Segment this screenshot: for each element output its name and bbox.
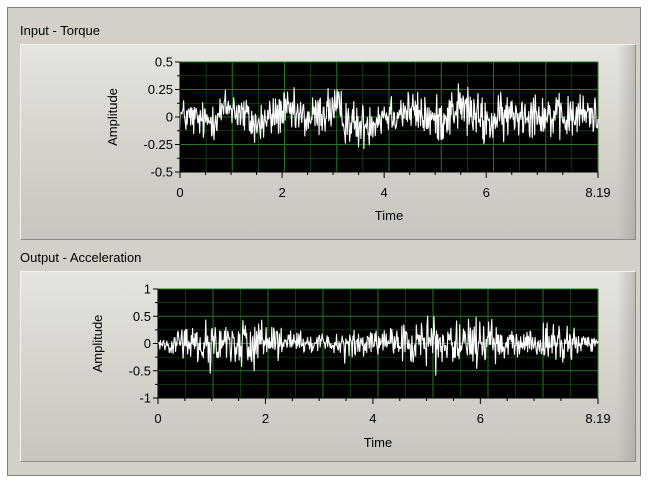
y-tick-label: 0 bbox=[144, 336, 151, 351]
y-axis-title: Amplitude bbox=[105, 88, 120, 146]
y-tick-label: -0.5 bbox=[151, 165, 173, 180]
y-tick-label: 0.5 bbox=[155, 55, 173, 70]
x-tick-label: 0 bbox=[176, 185, 183, 200]
x-axis-title: Time bbox=[364, 435, 392, 450]
y-tick-label: 0.5 bbox=[133, 309, 151, 324]
x-tick-label: 4 bbox=[381, 185, 388, 200]
x-tick-label: 8.19 bbox=[585, 411, 610, 426]
x-axis-title: Time bbox=[375, 208, 403, 223]
graph-title-output-acceleration: Output - Acceleration bbox=[20, 250, 142, 265]
y-tick-label: -0.5 bbox=[129, 363, 151, 378]
trace-series-0-0 bbox=[179, 83, 599, 150]
x-tick-label: 2 bbox=[278, 185, 285, 200]
x-tick-label: 8.19 bbox=[585, 185, 610, 200]
x-tick-label: 6 bbox=[483, 185, 490, 200]
y-tick-label: -0.25 bbox=[143, 137, 173, 152]
y-tick-label: 0 bbox=[166, 110, 173, 125]
x-tick-label: 0 bbox=[154, 411, 161, 426]
x-tick-label: 2 bbox=[262, 411, 269, 426]
graph-title-input-torque: Input - Torque bbox=[20, 23, 100, 38]
y-tick-label: 1 bbox=[144, 282, 151, 297]
y-axis-title: Amplitude bbox=[90, 315, 105, 373]
y-tick-label: -1 bbox=[139, 391, 151, 406]
trace-series-1-0 bbox=[157, 315, 599, 376]
x-tick-label: 6 bbox=[477, 411, 484, 426]
x-tick-label: 4 bbox=[369, 411, 376, 426]
y-tick-label: 0.25 bbox=[148, 82, 173, 97]
